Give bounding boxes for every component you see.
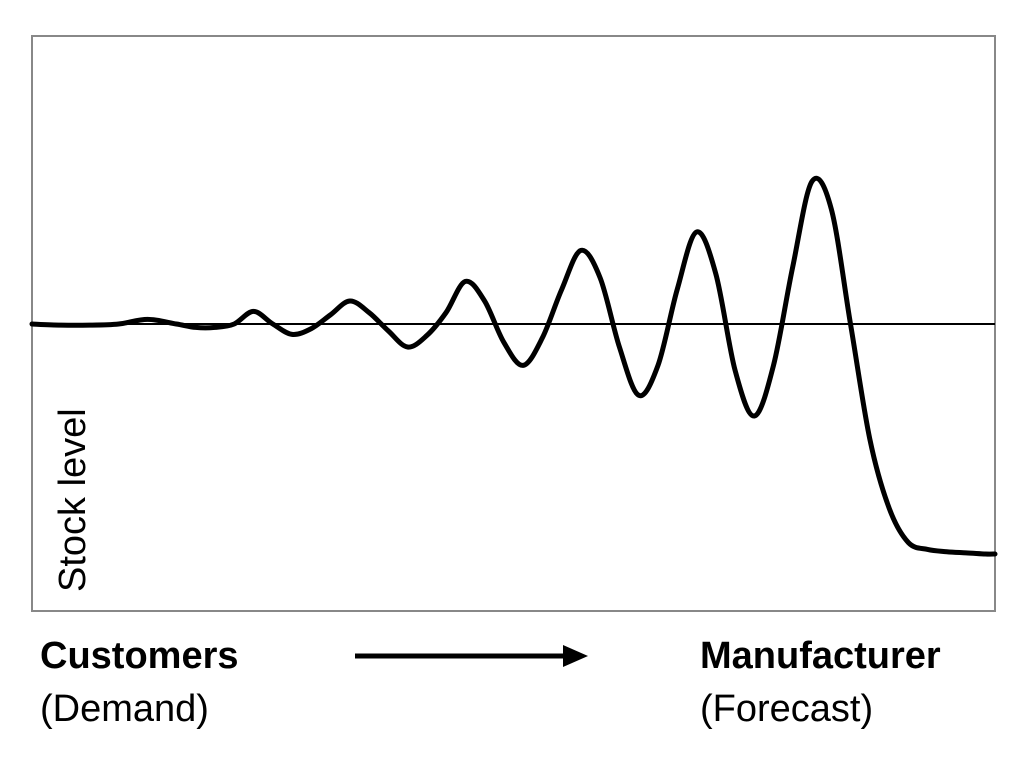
data-point [425, 334, 429, 338]
data-point [983, 552, 987, 556]
data-point [329, 313, 333, 317]
data-point [88, 323, 92, 327]
direction-arrow [355, 645, 588, 667]
data-point [521, 363, 525, 367]
data-point [829, 207, 833, 211]
data-point [714, 271, 718, 275]
data-point [348, 299, 352, 303]
data-point [406, 345, 410, 349]
data-point [540, 336, 544, 340]
data-point [695, 230, 699, 234]
manufacturer-label: Manufacturer [700, 635, 941, 677]
data-point [232, 322, 236, 326]
data-point [733, 368, 737, 372]
data-point [502, 340, 506, 344]
y-axis-label: Stock level [52, 408, 94, 592]
data-point [868, 437, 872, 441]
data-point [271, 322, 275, 326]
data-point [993, 552, 997, 556]
data-point [30, 322, 34, 326]
data-point [174, 322, 178, 326]
data-point [637, 393, 641, 397]
data-point [579, 248, 583, 252]
data-point [59, 323, 63, 327]
data-point [560, 288, 564, 292]
data-point [752, 414, 756, 418]
data-point [290, 332, 294, 336]
stock-level-line [29, 175, 998, 557]
data-point [617, 345, 621, 349]
data-point [252, 309, 256, 313]
data-point [309, 327, 313, 331]
data-point [194, 325, 198, 329]
data-point [598, 276, 602, 280]
data-point [926, 547, 930, 551]
data-point [810, 179, 814, 183]
data-point [213, 325, 217, 329]
data-point [945, 550, 949, 554]
data-point [849, 322, 853, 326]
demand-label: (Demand) [40, 688, 209, 730]
data-point [772, 363, 776, 367]
data-point [964, 551, 968, 555]
data-point [146, 317, 150, 321]
customers-label: Customers [40, 635, 239, 677]
data-point [656, 363, 660, 367]
data-point [367, 311, 371, 315]
data-point [791, 265, 795, 269]
data-point [483, 299, 487, 303]
data-point [887, 506, 891, 510]
data-point [906, 541, 910, 545]
forecast-label: (Forecast) [700, 688, 874, 730]
data-point [386, 329, 390, 333]
data-point [117, 322, 121, 326]
data-point [444, 311, 448, 315]
data-point [463, 279, 467, 283]
data-point [675, 288, 679, 292]
